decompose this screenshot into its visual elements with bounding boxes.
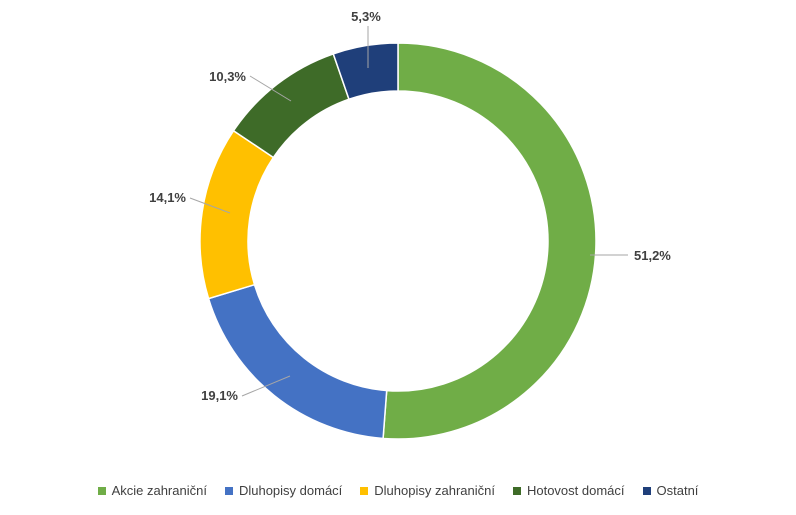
data-label-akcie-zahranicni: 51,2% bbox=[634, 248, 671, 263]
legend-label: Akcie zahraniční bbox=[111, 483, 207, 498]
legend-item-dluhopisy-domaci[interactable]: Dluhopisy domácí bbox=[224, 483, 343, 498]
leader-line bbox=[189, 197, 231, 214]
legend-label: Dluhopisy zahraniční bbox=[374, 483, 495, 498]
data-label-dluhopisy-zahranicni: 14,1% bbox=[149, 190, 186, 205]
data-label-hotovost-domaci: 10,3% bbox=[209, 69, 246, 84]
legend-item-ostatni[interactable]: Ostatní bbox=[642, 483, 699, 498]
legend-swatch bbox=[642, 486, 651, 495]
donut-chart: 51,2% 19,1% 14,1% 10,3% 5,3% bbox=[149, 9, 671, 440]
legend-swatch bbox=[512, 486, 521, 495]
slice-ostatni[interactable] bbox=[332, 42, 399, 101]
leader-line bbox=[241, 375, 291, 397]
legend-swatch bbox=[224, 486, 233, 495]
slice-dluhopisy-zahranicni[interactable] bbox=[199, 129, 275, 300]
chart-legend: Akcie zahraniční Dluhopisy domácí Dluhop… bbox=[0, 483, 796, 498]
legend-swatch bbox=[360, 486, 369, 495]
legend-item-hotovost-domaci[interactable]: Hotovost domácí bbox=[512, 483, 625, 498]
legend-label: Ostatní bbox=[656, 483, 699, 498]
legend-item-akcie-zahranicni[interactable]: Akcie zahraniční bbox=[97, 483, 207, 498]
legend-label: Hotovost domácí bbox=[526, 483, 625, 498]
data-label-ostatni: 5,3% bbox=[351, 9, 381, 24]
legend-swatch bbox=[97, 486, 106, 495]
slice-akcie-zahranicni[interactable] bbox=[382, 42, 597, 440]
slice-dluhopisy-domaci[interactable] bbox=[207, 283, 388, 440]
legend-label: Dluhopisy domácí bbox=[238, 483, 343, 498]
legend-item-dluhopisy-zahranicni[interactable]: Dluhopisy zahraniční bbox=[360, 483, 495, 498]
leader-line bbox=[249, 75, 292, 102]
data-label-dluhopisy-domaci: 19,1% bbox=[201, 388, 238, 403]
slice-hotovost-domaci[interactable] bbox=[232, 52, 350, 159]
